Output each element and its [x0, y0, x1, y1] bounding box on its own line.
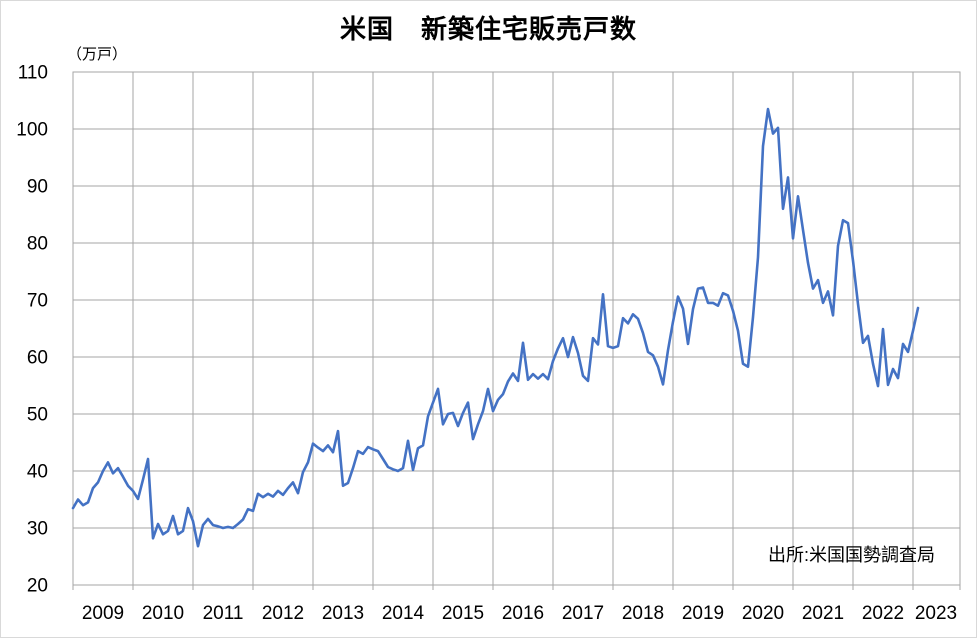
plot-border	[72, 71, 961, 586]
y-axis-tick-label: 20	[27, 576, 48, 597]
y-axis-tick-label: 30	[27, 519, 48, 540]
y-axis-tick-label: 110	[18, 63, 48, 84]
x-axis-tick-label: 2018	[622, 603, 664, 624]
x-axis-tick-label: 2014	[382, 603, 425, 624]
chart-title: 米国 新築住宅販売戸数	[339, 14, 637, 44]
y-axis-tick-label: 70	[27, 291, 48, 312]
sales-line	[71, 107, 920, 548]
x-axis-tick-label: 2010	[142, 603, 184, 624]
y-axis-tick-label: 80	[27, 234, 48, 255]
y-axis-tick-label: 100	[16, 120, 48, 141]
y-axis-tick-label: 40	[27, 462, 48, 483]
x-axis-tick-label: 2012	[262, 603, 304, 624]
y-axis-tick-label: 90	[27, 177, 48, 198]
x-axis-tick-label: 2019	[682, 603, 724, 624]
x-axis-tick-label: 2017	[562, 603, 604, 624]
x-axis-tick-label: 2015	[442, 603, 484, 624]
x-axis-tick-label: 2021	[802, 603, 844, 624]
x-axis-tick-label: 2013	[322, 603, 364, 624]
source-note: 出所:米国国勢調査局	[767, 545, 935, 565]
y-axis-tick-label: 60	[27, 348, 48, 369]
x-axis-tick-label: 2009	[82, 603, 124, 624]
x-axis-tick-label: 2022	[862, 603, 904, 624]
x-axis-tick-label: 2020	[742, 603, 784, 624]
y-axis-unit-label: （万戸）	[67, 46, 128, 63]
x-axis-tick-label: 2011	[203, 603, 244, 624]
x-axis-tick-label: 2016	[502, 603, 544, 624]
y-axis-tick-label: 50	[27, 405, 48, 426]
x-axis-tick-label: 2023	[915, 603, 957, 624]
